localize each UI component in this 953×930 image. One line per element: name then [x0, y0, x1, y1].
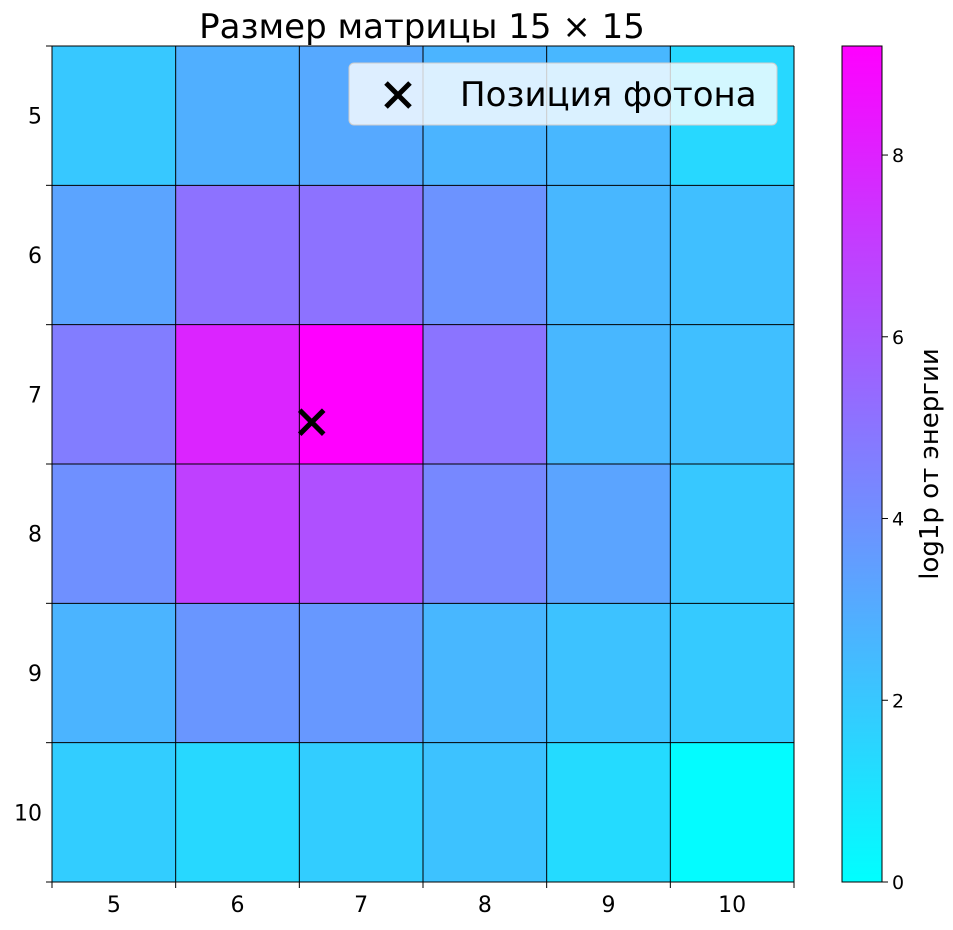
x-tick-label: 9 [602, 893, 616, 918]
heatmap-cell [546, 742, 671, 883]
legend-label: Позиция фотона [460, 75, 757, 115]
heatmap-cell [52, 603, 177, 744]
legend-box [348, 62, 778, 126]
y-tick-label: 8 [28, 523, 42, 548]
heatmap-cell [175, 464, 300, 604]
heatmap-cell [423, 324, 548, 465]
x-tick-label: 5 [107, 893, 121, 918]
heatmap-cell [175, 603, 300, 744]
colorbar-tick-label: 8 [892, 145, 904, 167]
heatmap-cell [423, 742, 548, 883]
heatmap-cell [52, 185, 177, 326]
heatmap-cell [423, 185, 548, 326]
heatmap-cell [175, 324, 300, 465]
y-axis: 5 6 7 8 9 10 [14, 45, 52, 883]
heatmap-cell [546, 464, 671, 604]
heatmap-cell [52, 742, 177, 883]
heatmap-cell [52, 464, 177, 604]
colorbar-label: log1p от энергии [915, 348, 945, 580]
heatmap-cell [52, 324, 177, 465]
colorbar-gradient [841, 45, 883, 883]
colorbar-tick-label: 2 [892, 690, 904, 712]
heatmap-cell [670, 464, 795, 604]
colorbar-tick-label: 0 [892, 872, 904, 894]
y-tick-label: 7 [28, 383, 42, 408]
photon-marker-layer [297, 408, 326, 436]
heatmap-cell [423, 464, 548, 604]
heatmap-cell [670, 603, 795, 744]
heatmap-cell [175, 185, 300, 326]
x-axis: 5 6 7 8 9 10 [51, 882, 795, 918]
heatmap-cell [175, 742, 300, 883]
heatmap-cell [299, 464, 424, 604]
heatmap-cell [52, 46, 177, 186]
heatmap-cell [299, 185, 424, 326]
photon-position-marker [297, 408, 326, 436]
heatmap-cell [546, 603, 671, 744]
colorbar-tick-label: 6 [892, 327, 904, 349]
colorbar: 0 2 4 6 8 log1p от энергии [841, 45, 945, 894]
chart-title: Размер матрицы 15 × 15 [199, 7, 645, 47]
heatmap-cell [299, 603, 424, 744]
heatmap-cell [670, 185, 795, 326]
heatmap-cell [299, 742, 424, 883]
marker-stroke [297, 408, 326, 436]
colorbar-tick-label: 4 [892, 509, 904, 531]
heatmap-cell [175, 46, 300, 186]
heatmap-cell [423, 603, 548, 744]
y-tick-label: 6 [28, 244, 42, 269]
y-tick-label: 9 [28, 662, 42, 687]
heatmap-cell [670, 324, 795, 465]
x-tick-label: 6 [231, 893, 245, 918]
heatmap-cell [546, 185, 671, 326]
y-tick-label: 10 [14, 801, 42, 826]
colorbar-ticks: 0 2 4 6 8 [882, 145, 904, 894]
legend-marker-icon [384, 81, 412, 109]
heatmap-cell [299, 324, 424, 465]
x-tick-label: 10 [718, 893, 746, 918]
legend: Позиция фотона [348, 62, 778, 126]
heatmap-cell [670, 742, 795, 883]
heatmap-cell [546, 324, 671, 465]
y-tick-label: 5 [28, 105, 42, 130]
x-tick-label: 8 [478, 893, 492, 918]
x-tick-label: 7 [354, 893, 368, 918]
